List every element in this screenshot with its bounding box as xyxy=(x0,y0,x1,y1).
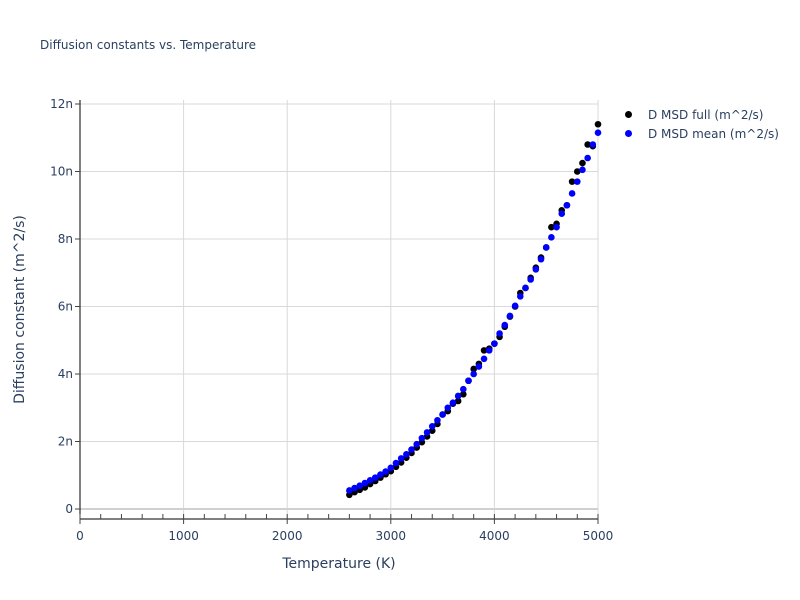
x-tick-label: 3000 xyxy=(376,529,407,543)
data-point-mean[interactable] xyxy=(506,312,514,320)
data-point-mean[interactable] xyxy=(397,455,405,462)
legend-item-full[interactable]: D MSD full (m^2/s) xyxy=(620,105,779,124)
data-point-mean[interactable] xyxy=(382,468,389,475)
data-point-full[interactable] xyxy=(480,347,488,354)
chart-title: Diffusion constants vs. Temperature xyxy=(40,38,257,52)
x-tick-label: 5000 xyxy=(583,529,614,543)
data-point-full[interactable] xyxy=(594,120,602,128)
legend: D MSD full (m^2/s) D MSD mean (m^2/s) xyxy=(620,105,779,143)
data-point-full[interactable] xyxy=(454,397,462,405)
data-point-mean[interactable] xyxy=(568,190,576,197)
data-point-full[interactable] xyxy=(470,365,477,373)
data-point-mean[interactable] xyxy=(449,399,457,406)
data-point-mean[interactable] xyxy=(501,321,509,329)
data-point-mean[interactable] xyxy=(517,293,524,300)
legend-label: D MSD mean (m^2/s) xyxy=(648,126,779,141)
data-point-mean[interactable] xyxy=(537,255,545,263)
data-point-mean[interactable] xyxy=(387,464,395,472)
data-point-mean[interactable] xyxy=(434,416,441,424)
y-tick-label: 8n xyxy=(58,232,73,246)
data-point-mean[interactable] xyxy=(527,276,534,283)
y-tick-label: 6n xyxy=(58,300,73,314)
data-point-mean[interactable] xyxy=(522,284,529,292)
x-tick-label: 0 xyxy=(76,529,84,543)
data-point-mean[interactable] xyxy=(548,234,555,241)
data-point-full[interactable] xyxy=(573,168,581,175)
data-point-full[interactable] xyxy=(584,141,591,148)
data-point-mean[interactable] xyxy=(553,223,560,231)
data-point-full[interactable] xyxy=(460,390,467,398)
y-tick-label: 2n xyxy=(58,435,73,449)
x-tick-label: 4000 xyxy=(479,529,510,543)
y-axis-title: Diffusion constant (m^2/s) xyxy=(12,215,28,404)
data-point-mean[interactable] xyxy=(589,141,597,148)
data-point-mean[interactable] xyxy=(573,178,581,185)
y-tick-label: 10n xyxy=(50,165,73,179)
data-point-mean[interactable] xyxy=(584,154,591,162)
data-point-mean[interactable] xyxy=(485,347,493,354)
data-point-full[interactable] xyxy=(548,223,555,231)
data-point-mean[interactable] xyxy=(346,487,353,494)
data-point-mean[interactable] xyxy=(542,244,550,251)
data-point-mean[interactable] xyxy=(579,166,586,174)
data-point-mean[interactable] xyxy=(454,392,462,400)
data-point-mean[interactable] xyxy=(470,370,477,378)
data-point-mean[interactable] xyxy=(392,459,400,467)
data-point-mean[interactable] xyxy=(408,446,415,453)
y-tick-label: 4n xyxy=(58,367,73,381)
data-point-mean[interactable] xyxy=(413,440,421,448)
marker-dot-icon xyxy=(625,130,632,137)
marker-dot-icon xyxy=(625,111,632,118)
data-point-mean[interactable] xyxy=(532,266,540,273)
data-point-mean[interactable] xyxy=(480,355,488,363)
data-point-mean[interactable] xyxy=(351,484,358,492)
data-point-mean[interactable] xyxy=(371,474,379,481)
data-point-mean[interactable] xyxy=(377,471,384,478)
data-point-full[interactable] xyxy=(579,159,586,167)
x-tick-label: 2000 xyxy=(272,529,303,543)
data-point-mean[interactable] xyxy=(511,302,519,310)
legend-label: D MSD full (m^2/s) xyxy=(648,107,764,122)
data-point-mean[interactable] xyxy=(594,129,602,136)
data-point-mean[interactable] xyxy=(496,330,503,337)
y-tick-label: 12n xyxy=(50,97,73,111)
data-point-full[interactable] xyxy=(568,178,576,185)
data-point-mean[interactable] xyxy=(439,411,446,418)
data-point-mean[interactable] xyxy=(366,477,374,484)
legend-item-mean[interactable]: D MSD mean (m^2/s) xyxy=(620,124,779,143)
data-point-mean[interactable] xyxy=(465,377,472,385)
data-point-mean[interactable] xyxy=(418,434,426,442)
x-tick-label: 1000 xyxy=(168,529,199,543)
data-point-mean[interactable] xyxy=(361,479,369,487)
data-point-mean[interactable] xyxy=(423,429,431,436)
data-point-mean[interactable] xyxy=(428,423,436,430)
data-point-mean[interactable] xyxy=(403,451,410,458)
data-point-mean[interactable] xyxy=(558,210,566,217)
data-point-mean[interactable] xyxy=(460,385,467,393)
x-axis-title: Temperature (K) xyxy=(281,556,395,572)
data-point-mean[interactable] xyxy=(444,404,452,412)
data-point-mean[interactable] xyxy=(356,482,364,490)
y-tick-label: 0 xyxy=(65,502,73,516)
data-point-mean[interactable] xyxy=(563,201,571,209)
data-point-mean[interactable] xyxy=(491,340,498,347)
data-point-mean[interactable] xyxy=(475,363,483,370)
